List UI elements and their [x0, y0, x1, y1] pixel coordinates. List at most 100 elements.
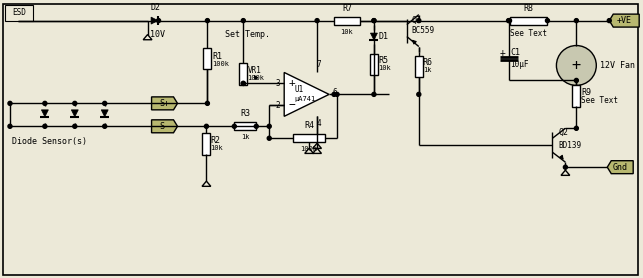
Circle shape	[8, 101, 12, 105]
Polygon shape	[151, 17, 158, 24]
Text: 1k: 1k	[241, 134, 249, 140]
Text: 12V Fan: 12V Fan	[601, 61, 635, 70]
Circle shape	[156, 19, 161, 23]
Text: 10k: 10k	[378, 65, 391, 71]
Text: +: +	[572, 58, 581, 73]
Text: μA741: μA741	[294, 96, 316, 102]
Bar	[234, 122, 257, 130]
Circle shape	[563, 165, 567, 169]
Text: 2: 2	[276, 101, 280, 110]
Text: Set Temp.: Set Temp.	[225, 30, 270, 39]
Circle shape	[574, 126, 578, 130]
Text: +: +	[500, 48, 505, 58]
Circle shape	[574, 19, 578, 23]
Text: R8: R8	[523, 4, 534, 13]
Circle shape	[267, 124, 271, 128]
Bar	[239, 63, 248, 85]
Circle shape	[545, 19, 549, 23]
Text: 3: 3	[276, 79, 280, 88]
Circle shape	[241, 81, 245, 85]
Circle shape	[574, 78, 578, 82]
Bar	[370, 53, 378, 75]
Polygon shape	[152, 97, 177, 110]
Circle shape	[241, 81, 245, 85]
Bar	[203, 133, 210, 155]
Text: R1: R1	[212, 52, 222, 61]
Circle shape	[73, 101, 77, 105]
Text: +: +	[288, 78, 295, 88]
Text: Q2: Q2	[558, 128, 568, 137]
Text: +VE: +VE	[617, 16, 631, 25]
Text: R3: R3	[240, 109, 250, 118]
Polygon shape	[71, 110, 78, 117]
Text: Q1: Q1	[412, 16, 422, 24]
Circle shape	[607, 19, 611, 23]
Polygon shape	[101, 110, 108, 117]
Circle shape	[335, 92, 339, 96]
Text: 100k: 100k	[212, 61, 230, 68]
Text: R7: R7	[342, 4, 352, 13]
Text: R2: R2	[210, 136, 221, 145]
Text: C1: C1	[511, 48, 521, 56]
Circle shape	[417, 92, 421, 96]
Polygon shape	[370, 33, 377, 40]
Circle shape	[372, 19, 376, 23]
Text: 10μF: 10μF	[511, 60, 529, 69]
Circle shape	[43, 101, 47, 105]
Text: 100k: 100k	[301, 146, 318, 152]
Text: D2: D2	[150, 3, 161, 12]
Circle shape	[73, 124, 77, 128]
Polygon shape	[610, 14, 639, 27]
Text: R6: R6	[423, 58, 433, 67]
Circle shape	[267, 136, 271, 140]
Bar	[509, 17, 547, 24]
Text: 6: 6	[332, 88, 337, 97]
Bar	[293, 134, 325, 142]
Text: Gnd: Gnd	[613, 163, 628, 172]
Circle shape	[241, 19, 245, 23]
Circle shape	[205, 19, 210, 23]
Circle shape	[43, 124, 47, 128]
Text: ESD: ESD	[12, 8, 26, 17]
Circle shape	[507, 19, 511, 23]
Text: 10V: 10V	[150, 29, 165, 39]
Circle shape	[254, 124, 258, 128]
Circle shape	[8, 124, 12, 128]
Circle shape	[372, 19, 376, 23]
Text: R9: R9	[581, 88, 592, 97]
Polygon shape	[152, 120, 177, 133]
Text: 1k: 1k	[423, 68, 431, 73]
Text: S−: S−	[159, 122, 170, 131]
Text: See Text: See Text	[581, 96, 619, 105]
Text: 7: 7	[317, 60, 322, 70]
Bar	[203, 48, 212, 70]
Circle shape	[204, 124, 208, 128]
Text: R4: R4	[304, 121, 314, 130]
Circle shape	[372, 92, 376, 96]
Circle shape	[205, 101, 210, 105]
Text: U1: U1	[294, 85, 303, 94]
Polygon shape	[607, 161, 633, 174]
Bar	[334, 17, 360, 24]
Text: VR1: VR1	[248, 66, 261, 75]
Polygon shape	[284, 73, 329, 116]
Text: 10k: 10k	[341, 29, 354, 34]
Bar	[572, 85, 581, 107]
Text: 100k: 100k	[248, 75, 264, 81]
Text: −: −	[288, 100, 295, 110]
Text: Diode Sensor(s): Diode Sensor(s)	[12, 137, 87, 146]
Circle shape	[507, 19, 512, 23]
Polygon shape	[41, 110, 48, 117]
Circle shape	[556, 46, 596, 85]
Bar	[415, 56, 423, 78]
Text: BC559: BC559	[412, 26, 435, 35]
Text: S+: S+	[159, 99, 170, 108]
Bar	[5, 5, 33, 21]
Text: 4: 4	[317, 119, 322, 128]
Text: BD139: BD139	[558, 141, 581, 150]
Circle shape	[332, 92, 336, 96]
Text: 10k: 10k	[210, 145, 223, 151]
Circle shape	[417, 19, 421, 23]
Text: R5: R5	[378, 56, 388, 65]
Text: See Text: See Text	[510, 29, 547, 38]
